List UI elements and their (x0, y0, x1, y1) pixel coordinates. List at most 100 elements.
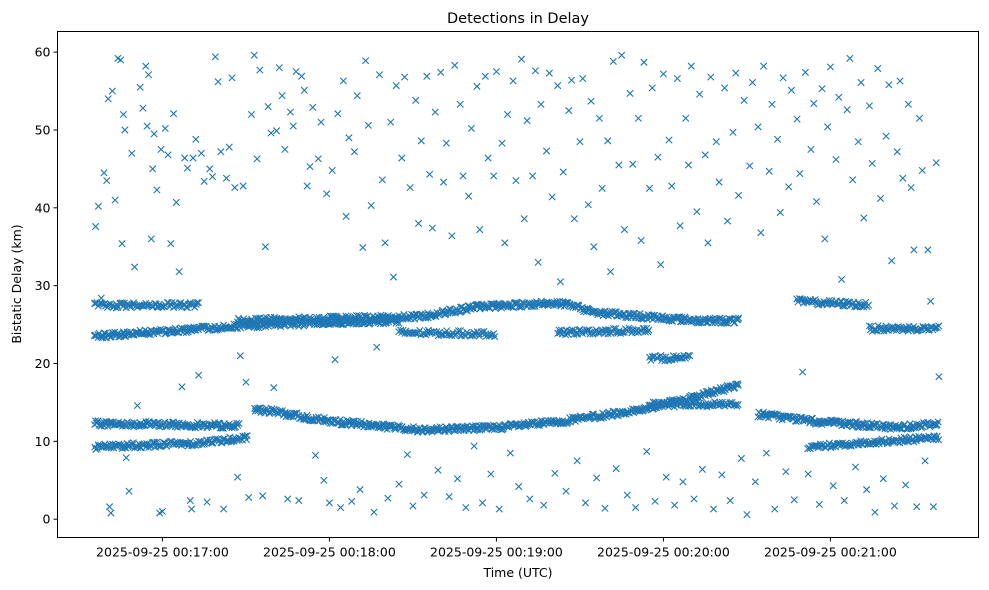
detection-point (932, 159, 940, 167)
y-tick-label: 40 (35, 200, 51, 215)
detection-point (796, 169, 804, 178)
detection-point (370, 508, 378, 516)
detection-point (584, 201, 592, 209)
detection-point (481, 72, 489, 80)
detection-point (534, 258, 542, 266)
detection-point (183, 164, 192, 172)
track-h-point (572, 330, 581, 338)
detection-point (409, 502, 417, 510)
detection-point (623, 491, 631, 499)
y-tick-label: 60 (35, 45, 51, 60)
track-a2-point (709, 390, 717, 398)
detection-point (392, 82, 400, 90)
detection-point (693, 208, 701, 216)
track-e-point (194, 324, 202, 332)
detection-point (448, 232, 456, 240)
detection-point (149, 165, 157, 173)
y-tick-label: 0 (43, 512, 51, 527)
detection-point (520, 215, 528, 223)
detection-point (801, 68, 809, 76)
detection-point (556, 278, 565, 286)
detection-point (169, 110, 178, 118)
detection-point (495, 505, 503, 513)
detection-point (913, 503, 921, 511)
detection-point (721, 84, 729, 92)
track-g-point (306, 313, 314, 321)
detection-point (208, 173, 217, 181)
track-k-point (491, 333, 499, 341)
track-c2-point (853, 439, 861, 447)
detection-point (426, 170, 434, 178)
detection-point (562, 487, 570, 495)
detection-point (871, 508, 879, 516)
detection-point (734, 191, 743, 199)
detection-point (186, 496, 194, 505)
detection-point (732, 69, 740, 77)
detection-point (503, 110, 512, 118)
track-a3-point (865, 423, 874, 432)
detection-point (743, 510, 751, 519)
detection-point (342, 212, 350, 220)
detection-point (754, 123, 762, 131)
detection-point (420, 491, 428, 499)
detection-point (901, 481, 910, 489)
detection-point (606, 268, 615, 276)
detection-point (676, 222, 684, 230)
detection-point (367, 201, 375, 210)
detection-point (501, 239, 509, 247)
detection-point (406, 183, 414, 192)
detection-point (222, 174, 231, 182)
detection-point (220, 505, 228, 513)
track-g-point (734, 316, 742, 324)
detection-point (470, 442, 478, 450)
detection-point (334, 110, 342, 118)
detection-point (737, 454, 745, 463)
detection-point (228, 74, 236, 82)
detection-point (860, 214, 868, 222)
detection-point (843, 106, 851, 114)
detection-point (551, 469, 559, 477)
detection-point (348, 497, 356, 505)
detection-point (158, 507, 167, 516)
track-g-point (568, 301, 576, 309)
y-tick-label: 30 (35, 278, 51, 293)
detection-point (286, 108, 295, 116)
detection-point (506, 449, 514, 457)
detection-point (125, 487, 133, 495)
detection-point (270, 384, 278, 392)
detection-point (517, 55, 526, 63)
detection-point (885, 81, 893, 89)
detection-point (487, 470, 495, 478)
track-d-point (734, 400, 742, 409)
detection-point (810, 99, 818, 108)
detection-point (161, 124, 169, 133)
detection-point (476, 226, 484, 234)
detection-point (849, 176, 857, 184)
track-a3-point (823, 418, 831, 426)
track-l-point (684, 351, 692, 359)
detection-point (284, 495, 292, 503)
detection-point (829, 482, 837, 490)
detection-point (236, 352, 244, 360)
detection-point (117, 56, 125, 64)
detection-point (414, 219, 423, 227)
track-c1-point (243, 432, 251, 440)
detection-point (136, 83, 144, 91)
detection-point (904, 100, 912, 108)
track-k-point (454, 327, 463, 335)
detection-point (890, 502, 899, 510)
track-d-point (705, 402, 713, 410)
x-axis-label: Time (UTC) (482, 565, 552, 580)
detection-point (768, 100, 776, 108)
x-tick-label: 2025-09-25 00:18:00 (263, 545, 396, 560)
detection-point (526, 495, 534, 503)
detection-point (192, 135, 200, 143)
detection-point (107, 509, 115, 517)
detection-point (389, 273, 398, 281)
track-i-point (811, 295, 819, 304)
detection-point (261, 243, 270, 251)
track-g-point (505, 302, 513, 311)
detection-point (907, 183, 915, 192)
detection-point (687, 62, 695, 70)
detection-point (289, 122, 297, 130)
